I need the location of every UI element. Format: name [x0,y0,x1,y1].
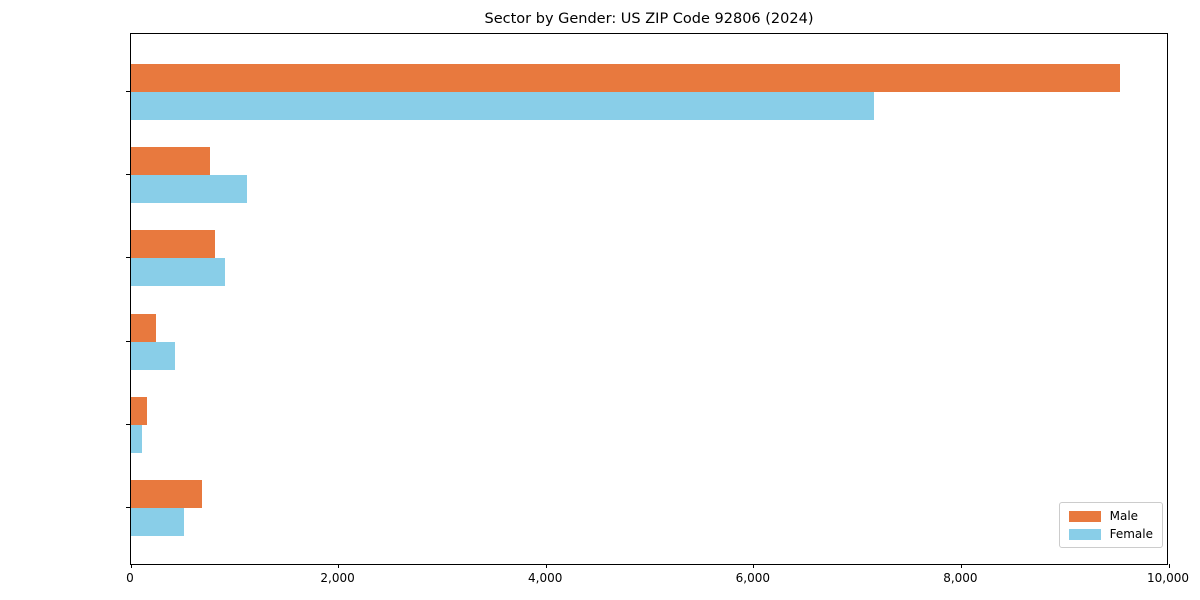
bar-female [131,341,176,370]
bar-male [131,63,1121,92]
bar-female [131,258,225,287]
legend-swatch-female [1068,528,1101,540]
bar-male [131,313,156,342]
x-tick-mark [130,564,132,568]
legend-item: Male [1068,509,1153,523]
y-tick-mark [126,424,131,426]
x-tick-label: 0 [126,571,134,585]
x-tick-mark [1168,564,1170,568]
plot-area: Male Female [130,33,1170,568]
legend-swatch-male [1068,510,1101,522]
bar-female [131,425,142,454]
x-tick-mark [960,564,962,568]
bar-male [131,146,210,175]
y-tick-mark [126,507,131,509]
legend-label: Male [1109,509,1139,523]
y-tick-mark [126,90,131,92]
chart-title: Sector by Gender: US ZIP Code 92806 (202… [484,11,814,27]
x-tick-label: 2,000 [320,571,355,585]
bar-male [131,480,203,509]
y-tick-mark [126,340,131,342]
x-tick-label: 8,000 [943,571,978,585]
bar-female [131,174,247,203]
legend: Male Female [1058,502,1163,548]
bar-male [131,230,216,259]
x-tick-mark [545,564,547,568]
x-tick-mark [753,564,755,568]
bar-female [131,91,875,120]
x-tick-mark [338,564,340,568]
legend-label: Female [1109,527,1153,541]
bar-female [131,508,184,537]
bar-male [131,397,148,426]
x-tick-label: 6,000 [735,571,770,585]
y-tick-mark [126,173,131,175]
legend-item: Female [1068,527,1153,541]
x-tick-label: 10,000 [1147,571,1189,585]
y-tick-mark [126,257,131,259]
x-tick-label: 4,000 [528,571,563,585]
